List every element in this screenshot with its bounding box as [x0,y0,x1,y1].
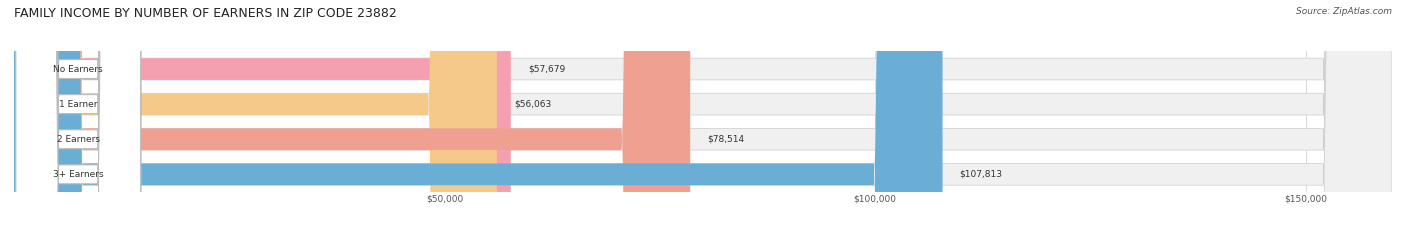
FancyBboxPatch shape [15,0,141,234]
FancyBboxPatch shape [14,0,1392,234]
FancyBboxPatch shape [15,0,141,234]
Text: $78,514: $78,514 [707,135,745,144]
Text: $56,063: $56,063 [515,100,551,109]
Text: FAMILY INCOME BY NUMBER OF EARNERS IN ZIP CODE 23882: FAMILY INCOME BY NUMBER OF EARNERS IN ZI… [14,7,396,20]
FancyBboxPatch shape [15,0,141,234]
FancyBboxPatch shape [14,0,1392,234]
Text: $57,679: $57,679 [529,65,565,73]
FancyBboxPatch shape [14,0,510,234]
FancyBboxPatch shape [14,0,496,234]
FancyBboxPatch shape [15,0,141,234]
FancyBboxPatch shape [14,0,942,234]
Text: $107,813: $107,813 [960,170,1002,179]
FancyBboxPatch shape [14,0,1392,234]
FancyBboxPatch shape [14,0,690,234]
Text: 3+ Earners: 3+ Earners [53,170,104,179]
Text: Source: ZipAtlas.com: Source: ZipAtlas.com [1296,7,1392,16]
Text: 1 Earner: 1 Earner [59,100,97,109]
Text: No Earners: No Earners [53,65,103,73]
Text: 2 Earners: 2 Earners [56,135,100,144]
FancyBboxPatch shape [14,0,1392,234]
